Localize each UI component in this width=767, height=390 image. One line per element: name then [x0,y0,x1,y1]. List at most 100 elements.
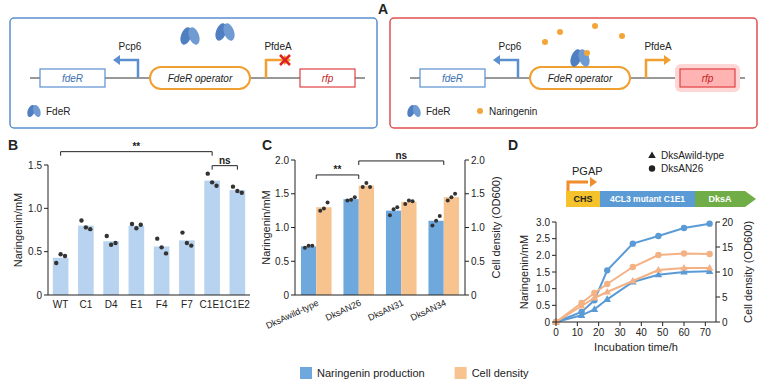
point [706,220,712,226]
category-label: DksAN31 [366,298,405,323]
significance-bracket [61,152,213,156]
replicate-dot [84,225,88,229]
legend-label: FdeR [46,106,70,117]
axis-title: Cell density (OD600) [490,176,502,278]
tick-label: 40 [636,327,648,338]
tick [465,295,469,296]
bar [204,181,220,295]
naringenin-dot [619,33,625,39]
axis-line [48,295,250,296]
gene-box [420,69,485,87]
plot-area [53,171,245,295]
point [604,267,610,273]
replicate-dot [322,207,326,211]
series-line [556,254,710,323]
tick [716,222,720,223]
replicate-dot [361,185,365,189]
tick [44,165,48,166]
replicate-dot [307,244,311,248]
replicate-dot [392,207,396,211]
tick [291,227,295,228]
gene-block [695,191,756,207]
repression-cross [280,55,290,65]
tick [552,255,556,256]
tick [552,288,556,289]
tick-label: 10 [572,327,584,338]
fdeR-protein [568,48,592,68]
significance-label: ** [132,141,140,152]
panel-label: C [262,137,272,153]
tick [716,297,720,298]
promoter-label: PfdeA [644,41,672,52]
state-box [390,18,757,128]
significance-label: ns [219,155,231,166]
significance-bracket [212,166,237,170]
point [680,264,688,271]
gene-block [566,191,600,207]
tick [552,272,556,273]
legend-label: DksAwild-type [661,150,725,161]
tick-label: 1.5 [275,188,289,199]
tick-label: 1.5 [536,267,550,278]
promoter-label: Pcp6 [499,41,522,52]
bar [154,246,170,295]
reporter-label: rfp [702,73,714,84]
bar [428,221,443,295]
replicate-dot [214,184,218,188]
bar [179,240,195,295]
bar [316,207,331,295]
bar [78,226,94,295]
tick-label: 1.0 [536,283,550,294]
replicate-dot [438,214,442,218]
tick [552,305,556,306]
gene-label: CHS [573,194,592,204]
axis-line [295,295,465,296]
axis-title: Incubation time/h [594,341,678,353]
chart-b: 00.51.01.5WTC1D4E1F4F7C1E1C1E2Naringenin… [12,141,250,310]
promoter-label: Pcp6 [119,41,142,52]
protein-lobe [221,22,237,42]
point [706,251,712,257]
bar [53,258,69,295]
tick [291,160,295,161]
replicate-dot [109,243,113,247]
fdeR-protein [213,22,237,42]
tick [44,208,48,209]
replicate-dot [155,236,159,240]
gene-block [600,191,695,207]
tick-label: 2.0 [471,155,485,166]
protein-lobe [186,26,202,46]
replicate-dot [430,223,434,227]
replicate-dot [326,201,330,205]
gene-box [40,69,105,87]
category-label: WT [53,299,69,310]
replicate-dot [449,195,453,199]
point [630,240,636,246]
tick-label: 30 [614,327,626,338]
promoter-arrow [646,60,664,78]
replicate-dot [240,191,244,195]
chart-d: PGAPCHS4CL3 mutant C1E1DksA00.51.01.52.0… [518,150,756,353]
tick [598,322,599,326]
legend-label: Naringenin [489,106,537,117]
point [681,250,687,256]
arrow-head [590,177,597,187]
category-label: F4 [156,299,168,310]
naringenin-dot [584,50,590,56]
bar [129,226,145,295]
reporter-box [680,69,735,87]
tick-label: 20 [593,327,605,338]
category-label: D4 [105,299,118,310]
replicate-dot [88,227,92,231]
panel-label: B [8,137,18,153]
point [591,290,597,296]
axis-title: Naringenin/mM [12,193,24,268]
category-label: F7 [181,299,193,310]
replicate-dot [310,244,314,248]
reporter-label: rfp [322,73,334,84]
tick [716,272,720,273]
tick-label: 1.0 [275,222,289,233]
tick [44,251,48,252]
fdeR-protein [406,104,422,118]
bar [230,190,246,295]
